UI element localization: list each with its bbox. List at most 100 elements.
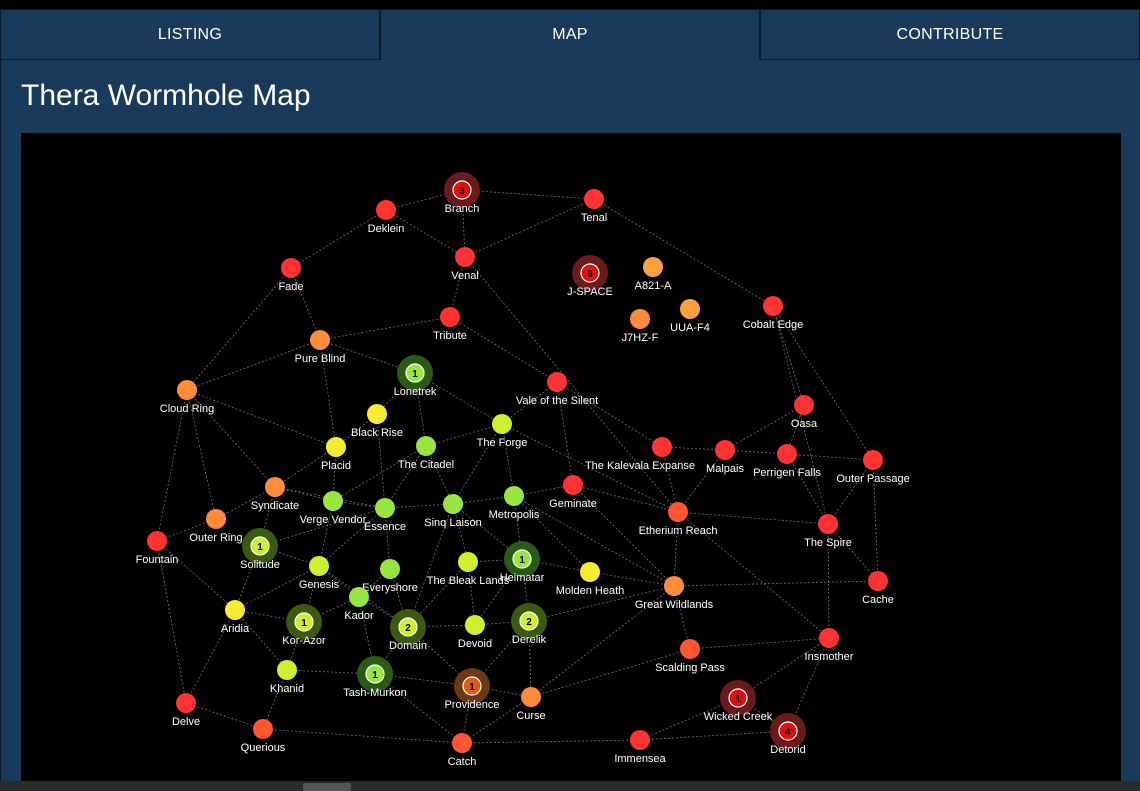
node-dot[interactable]: [452, 180, 472, 200]
system-node-delve[interactable]: Delve: [172, 693, 200, 728]
system-node-uuaf4[interactable]: UUA-F4: [670, 299, 710, 334]
system-node-korazor[interactable]: 1 Kor-Azor: [282, 604, 326, 647]
system-node-kalevala[interactable]: The Kalevala Expanse: [585, 437, 695, 472]
node-dot[interactable]: [452, 733, 472, 753]
system-node-cache[interactable]: Cache: [862, 571, 894, 606]
node-dot[interactable]: [763, 296, 783, 316]
system-node-etherium[interactable]: Etherium Reach: [639, 502, 718, 537]
system-node-greatwild[interactable]: Great Wildlands: [635, 576, 714, 611]
tab-listing[interactable]: LISTING: [0, 9, 380, 60]
node-dot[interactable]: [630, 309, 650, 329]
tab-contribute[interactable]: CONTRIBUTE: [760, 9, 1140, 60]
node-dot[interactable]: [440, 307, 460, 327]
system-node-oasa[interactable]: Oasa: [791, 395, 818, 430]
node-dot[interactable]: [375, 498, 395, 518]
node-dot[interactable]: [778, 721, 798, 741]
system-node-immensea[interactable]: Immensea: [614, 730, 667, 765]
system-node-providence[interactable]: 1 Providence: [444, 668, 500, 711]
system-node-citadel[interactable]: The Citadel: [398, 436, 454, 471]
node-dot[interactable]: [323, 491, 343, 511]
system-node-fountain[interactable]: Fountain: [136, 531, 179, 566]
node-dot[interactable]: [580, 263, 600, 283]
scrollbar-thumb[interactable]: [303, 783, 351, 791]
node-dot[interactable]: [376, 200, 396, 220]
system-node-jspace[interactable]: 6 J-SPACE: [567, 255, 613, 298]
system-node-khanid[interactable]: Khanid: [270, 660, 304, 695]
node-dot[interactable]: [398, 617, 418, 637]
system-node-fade[interactable]: Fade: [278, 258, 304, 293]
node-dot[interactable]: [521, 687, 541, 707]
system-node-wickedcreek[interactable]: 1 Wicked Creek: [704, 680, 773, 723]
map-canvas[interactable]: 3 Branch Tenal Deklein Venal Fade 6 J-SPACE A821…: [21, 133, 1121, 781]
system-node-metropolis[interactable]: Metropolis: [489, 486, 540, 521]
system-node-tashmurkon[interactable]: 1 Tash-Murkon: [343, 656, 407, 699]
system-node-placid[interactable]: Placid: [321, 437, 351, 472]
node-dot[interactable]: [868, 571, 888, 591]
node-dot[interactable]: [863, 450, 883, 470]
system-node-querious[interactable]: Querious: [241, 719, 286, 754]
node-dot[interactable]: [416, 436, 436, 456]
node-dot[interactable]: [349, 587, 369, 607]
system-node-outerring[interactable]: Outer Ring: [189, 509, 243, 544]
system-node-tenal[interactable]: Tenal: [581, 189, 607, 224]
node-dot[interactable]: [680, 299, 700, 319]
system-node-malpais[interactable]: Malpais: [706, 440, 744, 475]
system-node-kador[interactable]: Kador: [344, 587, 374, 622]
system-node-j7hzf[interactable]: J7HZ-F: [622, 309, 659, 344]
node-dot[interactable]: [462, 676, 482, 696]
node-dot[interactable]: [147, 531, 167, 551]
node-dot[interactable]: [715, 440, 735, 460]
system-node-deklein[interactable]: Deklein: [368, 200, 405, 235]
system-node-insmother[interactable]: Insmother: [805, 628, 854, 663]
system-node-derelik[interactable]: 2 Derelik: [511, 603, 547, 646]
node-dot[interactable]: [519, 611, 539, 631]
node-dot[interactable]: [794, 395, 814, 415]
system-node-domain[interactable]: 2 Domain: [389, 609, 427, 652]
node-dot[interactable]: [455, 247, 475, 267]
system-node-thespire[interactable]: The Spire: [804, 514, 852, 549]
system-node-cloudring[interactable]: Cloud Ring: [160, 380, 214, 415]
system-node-cobalt[interactable]: Cobalt Edge: [743, 296, 804, 331]
node-dot[interactable]: [652, 437, 672, 457]
node-dot[interactable]: [365, 664, 385, 684]
system-node-syndicate[interactable]: Syndicate: [251, 477, 299, 512]
node-dot[interactable]: [265, 477, 285, 497]
system-node-vergevendor[interactable]: Verge Vendor: [300, 491, 367, 526]
system-node-scalding[interactable]: Scalding Pass: [655, 639, 725, 674]
node-dot[interactable]: [819, 628, 839, 648]
system-node-tribute[interactable]: Tribute: [433, 307, 467, 342]
tab-map[interactable]: MAP: [380, 9, 760, 60]
system-node-devoid[interactable]: Devoid: [458, 615, 492, 650]
system-node-essence[interactable]: Essence: [364, 498, 406, 533]
system-node-genesis[interactable]: Genesis: [299, 556, 340, 591]
system-node-sinqlaison[interactable]: Sinq Laison: [424, 494, 482, 529]
system-node-venal[interactable]: Venal: [451, 247, 479, 282]
wormhole-map[interactable]: 3 Branch Tenal Deklein Venal Fade 6 J-SPACE A821…: [21, 133, 1121, 781]
system-node-lonetrek[interactable]: 1 Lonetrek: [394, 355, 437, 398]
node-dot[interactable]: [547, 372, 567, 392]
node-dot[interactable]: [492, 414, 512, 434]
system-node-catch[interactable]: Catch: [448, 733, 477, 768]
system-node-outerpassage[interactable]: Outer Passage: [836, 450, 910, 485]
node-dot[interactable]: [250, 536, 270, 556]
system-node-perrigen[interactable]: Perrigen Falls: [753, 444, 821, 479]
system-node-blackrise[interactable]: Black Rise: [351, 404, 403, 439]
node-dot[interactable]: [584, 189, 604, 209]
node-dot[interactable]: [326, 437, 346, 457]
system-node-moldenheath[interactable]: Molden Heath: [556, 562, 625, 597]
node-dot[interactable]: [309, 556, 329, 576]
node-dot[interactable]: [668, 502, 688, 522]
system-node-vale[interactable]: Vale of the Silent: [516, 372, 598, 407]
node-dot[interactable]: [563, 475, 583, 495]
node-dot[interactable]: [380, 559, 400, 579]
node-dot[interactable]: [177, 380, 197, 400]
node-dot[interactable]: [281, 258, 301, 278]
node-dot[interactable]: [443, 494, 463, 514]
system-node-a821[interactable]: A821-A: [635, 257, 672, 292]
node-dot[interactable]: [277, 660, 297, 680]
node-dot[interactable]: [630, 730, 650, 750]
system-node-bleaklands[interactable]: The Bleak Lands: [427, 552, 510, 587]
node-dot[interactable]: [465, 615, 485, 635]
node-dot[interactable]: [225, 600, 245, 620]
node-dot[interactable]: [818, 514, 838, 534]
